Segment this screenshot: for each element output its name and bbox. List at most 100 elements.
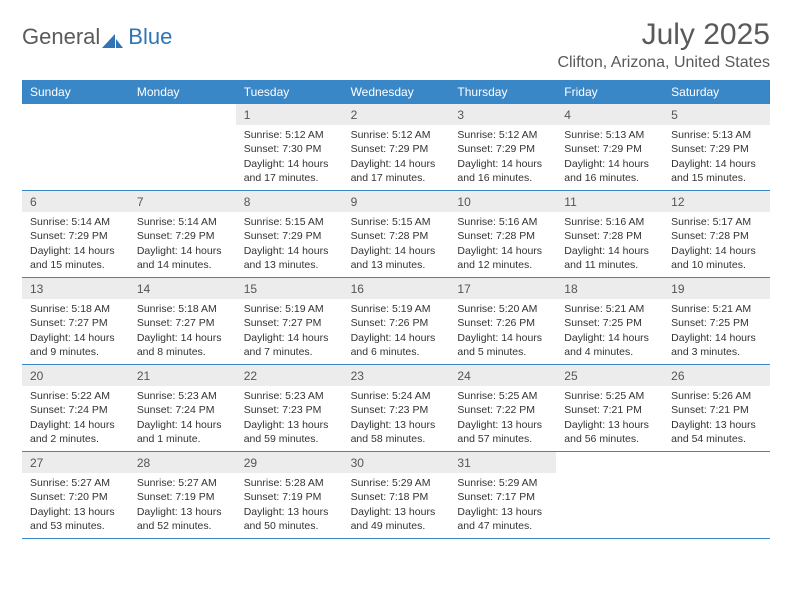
day-cell: 20Sunrise: 5:22 AMSunset: 7:24 PMDayligh… bbox=[22, 365, 129, 451]
day-body: Sunrise: 5:21 AMSunset: 7:25 PMDaylight:… bbox=[556, 299, 663, 364]
sunrise-line: Sunrise: 5:24 AM bbox=[351, 389, 442, 403]
sunset-line: Sunset: 7:22 PM bbox=[457, 403, 548, 417]
sunrise-line: Sunrise: 5:13 AM bbox=[671, 128, 762, 142]
day-cell: 22Sunrise: 5:23 AMSunset: 7:23 PMDayligh… bbox=[236, 365, 343, 451]
day-number: 20 bbox=[22, 365, 129, 386]
sunrise-line: Sunrise: 5:23 AM bbox=[244, 389, 335, 403]
sunrise-line: Sunrise: 5:13 AM bbox=[564, 128, 655, 142]
sunset-line: Sunset: 7:18 PM bbox=[351, 490, 442, 504]
day-body: Sunrise: 5:29 AMSunset: 7:18 PMDaylight:… bbox=[343, 473, 450, 538]
day-body: Sunrise: 5:13 AMSunset: 7:29 PMDaylight:… bbox=[663, 125, 770, 190]
day-body: Sunrise: 5:15 AMSunset: 7:28 PMDaylight:… bbox=[343, 212, 450, 277]
day-cell: 28Sunrise: 5:27 AMSunset: 7:19 PMDayligh… bbox=[129, 452, 236, 538]
sunrise-line: Sunrise: 5:18 AM bbox=[30, 302, 121, 316]
daylight-line: Daylight: 14 hours and 9 minutes. bbox=[30, 331, 121, 359]
sunrise-line: Sunrise: 5:25 AM bbox=[457, 389, 548, 403]
daylight-line: Daylight: 14 hours and 16 minutes. bbox=[564, 157, 655, 185]
day-cell: 9Sunrise: 5:15 AMSunset: 7:28 PMDaylight… bbox=[343, 191, 450, 277]
sunset-line: Sunset: 7:28 PM bbox=[351, 229, 442, 243]
daylight-line: Daylight: 14 hours and 8 minutes. bbox=[137, 331, 228, 359]
day-body: Sunrise: 5:16 AMSunset: 7:28 PMDaylight:… bbox=[556, 212, 663, 277]
weekday-header-cell: Saturday bbox=[663, 80, 770, 104]
day-cell: 23Sunrise: 5:24 AMSunset: 7:23 PMDayligh… bbox=[343, 365, 450, 451]
daylight-line: Daylight: 14 hours and 15 minutes. bbox=[30, 244, 121, 272]
week-row: 13Sunrise: 5:18 AMSunset: 7:27 PMDayligh… bbox=[22, 278, 770, 365]
weekday-header-row: SundayMondayTuesdayWednesdayThursdayFrid… bbox=[22, 80, 770, 104]
sunrise-line: Sunrise: 5:18 AM bbox=[137, 302, 228, 316]
logo-text-1: General bbox=[22, 24, 100, 50]
day-cell: 15Sunrise: 5:19 AMSunset: 7:27 PMDayligh… bbox=[236, 278, 343, 364]
sunset-line: Sunset: 7:25 PM bbox=[671, 316, 762, 330]
day-number: 29 bbox=[236, 452, 343, 473]
weekday-header-cell: Sunday bbox=[22, 80, 129, 104]
week-row: 27Sunrise: 5:27 AMSunset: 7:20 PMDayligh… bbox=[22, 452, 770, 539]
sunrise-line: Sunrise: 5:23 AM bbox=[137, 389, 228, 403]
sunset-line: Sunset: 7:27 PM bbox=[30, 316, 121, 330]
day-body: Sunrise: 5:29 AMSunset: 7:17 PMDaylight:… bbox=[449, 473, 556, 538]
day-number: 5 bbox=[663, 104, 770, 125]
day-body: Sunrise: 5:12 AMSunset: 7:30 PMDaylight:… bbox=[236, 125, 343, 190]
daylight-line: Daylight: 14 hours and 17 minutes. bbox=[351, 157, 442, 185]
day-number: 18 bbox=[556, 278, 663, 299]
sunrise-line: Sunrise: 5:16 AM bbox=[457, 215, 548, 229]
sunset-line: Sunset: 7:19 PM bbox=[244, 490, 335, 504]
sunrise-line: Sunrise: 5:15 AM bbox=[351, 215, 442, 229]
day-cell: 24Sunrise: 5:25 AMSunset: 7:22 PMDayligh… bbox=[449, 365, 556, 451]
day-cell: 8Sunrise: 5:15 AMSunset: 7:29 PMDaylight… bbox=[236, 191, 343, 277]
sunset-line: Sunset: 7:28 PM bbox=[457, 229, 548, 243]
logo-text-2: Blue bbox=[128, 24, 172, 50]
sunrise-line: Sunrise: 5:12 AM bbox=[351, 128, 442, 142]
logo: General Blue bbox=[22, 24, 172, 50]
day-cell: 11Sunrise: 5:16 AMSunset: 7:28 PMDayligh… bbox=[556, 191, 663, 277]
day-body: Sunrise: 5:14 AMSunset: 7:29 PMDaylight:… bbox=[22, 212, 129, 277]
day-cell: 18Sunrise: 5:21 AMSunset: 7:25 PMDayligh… bbox=[556, 278, 663, 364]
sunset-line: Sunset: 7:29 PM bbox=[137, 229, 228, 243]
sunset-line: Sunset: 7:26 PM bbox=[457, 316, 548, 330]
sunset-line: Sunset: 7:23 PM bbox=[351, 403, 442, 417]
week-row: 20Sunrise: 5:22 AMSunset: 7:24 PMDayligh… bbox=[22, 365, 770, 452]
day-cell: 7Sunrise: 5:14 AMSunset: 7:29 PMDaylight… bbox=[129, 191, 236, 277]
day-body: Sunrise: 5:21 AMSunset: 7:25 PMDaylight:… bbox=[663, 299, 770, 364]
day-body: Sunrise: 5:14 AMSunset: 7:29 PMDaylight:… bbox=[129, 212, 236, 277]
day-number: 15 bbox=[236, 278, 343, 299]
day-cell: 17Sunrise: 5:20 AMSunset: 7:26 PMDayligh… bbox=[449, 278, 556, 364]
weekday-header-cell: Monday bbox=[129, 80, 236, 104]
sunrise-line: Sunrise: 5:20 AM bbox=[457, 302, 548, 316]
calendar-page: General Blue July 2025 Clifton, Arizona,… bbox=[0, 0, 792, 612]
title-block: July 2025 Clifton, Arizona, United State… bbox=[557, 18, 770, 72]
sunset-line: Sunset: 7:29 PM bbox=[671, 142, 762, 156]
daylight-line: Daylight: 14 hours and 13 minutes. bbox=[244, 244, 335, 272]
sunset-line: Sunset: 7:27 PM bbox=[244, 316, 335, 330]
sunrise-line: Sunrise: 5:29 AM bbox=[457, 476, 548, 490]
daylight-line: Daylight: 14 hours and 12 minutes. bbox=[457, 244, 548, 272]
sunrise-line: Sunrise: 5:27 AM bbox=[30, 476, 121, 490]
daylight-line: Daylight: 13 hours and 52 minutes. bbox=[137, 505, 228, 533]
day-body: Sunrise: 5:20 AMSunset: 7:26 PMDaylight:… bbox=[449, 299, 556, 364]
day-cell: 4Sunrise: 5:13 AMSunset: 7:29 PMDaylight… bbox=[556, 104, 663, 190]
day-cell: 27Sunrise: 5:27 AMSunset: 7:20 PMDayligh… bbox=[22, 452, 129, 538]
daylight-line: Daylight: 14 hours and 5 minutes. bbox=[457, 331, 548, 359]
sunrise-line: Sunrise: 5:14 AM bbox=[30, 215, 121, 229]
month-title: July 2025 bbox=[557, 18, 770, 52]
day-number: 9 bbox=[343, 191, 450, 212]
day-body: Sunrise: 5:24 AMSunset: 7:23 PMDaylight:… bbox=[343, 386, 450, 451]
day-body: Sunrise: 5:13 AMSunset: 7:29 PMDaylight:… bbox=[556, 125, 663, 190]
day-body: Sunrise: 5:23 AMSunset: 7:23 PMDaylight:… bbox=[236, 386, 343, 451]
daylight-line: Daylight: 14 hours and 4 minutes. bbox=[564, 331, 655, 359]
day-number: 4 bbox=[556, 104, 663, 125]
day-cell: 14Sunrise: 5:18 AMSunset: 7:27 PMDayligh… bbox=[129, 278, 236, 364]
sunset-line: Sunset: 7:29 PM bbox=[457, 142, 548, 156]
day-number: 22 bbox=[236, 365, 343, 386]
day-number: 10 bbox=[449, 191, 556, 212]
sunrise-line: Sunrise: 5:19 AM bbox=[244, 302, 335, 316]
day-cell: 16Sunrise: 5:19 AMSunset: 7:26 PMDayligh… bbox=[343, 278, 450, 364]
day-body: Sunrise: 5:12 AMSunset: 7:29 PMDaylight:… bbox=[343, 125, 450, 190]
day-number: 17 bbox=[449, 278, 556, 299]
day-number: 7 bbox=[129, 191, 236, 212]
day-cell: 21Sunrise: 5:23 AMSunset: 7:24 PMDayligh… bbox=[129, 365, 236, 451]
calendar-grid: SundayMondayTuesdayWednesdayThursdayFrid… bbox=[22, 80, 770, 539]
day-number: 26 bbox=[663, 365, 770, 386]
day-body: Sunrise: 5:27 AMSunset: 7:19 PMDaylight:… bbox=[129, 473, 236, 538]
weekday-header-cell: Tuesday bbox=[236, 80, 343, 104]
day-cell: 13Sunrise: 5:18 AMSunset: 7:27 PMDayligh… bbox=[22, 278, 129, 364]
